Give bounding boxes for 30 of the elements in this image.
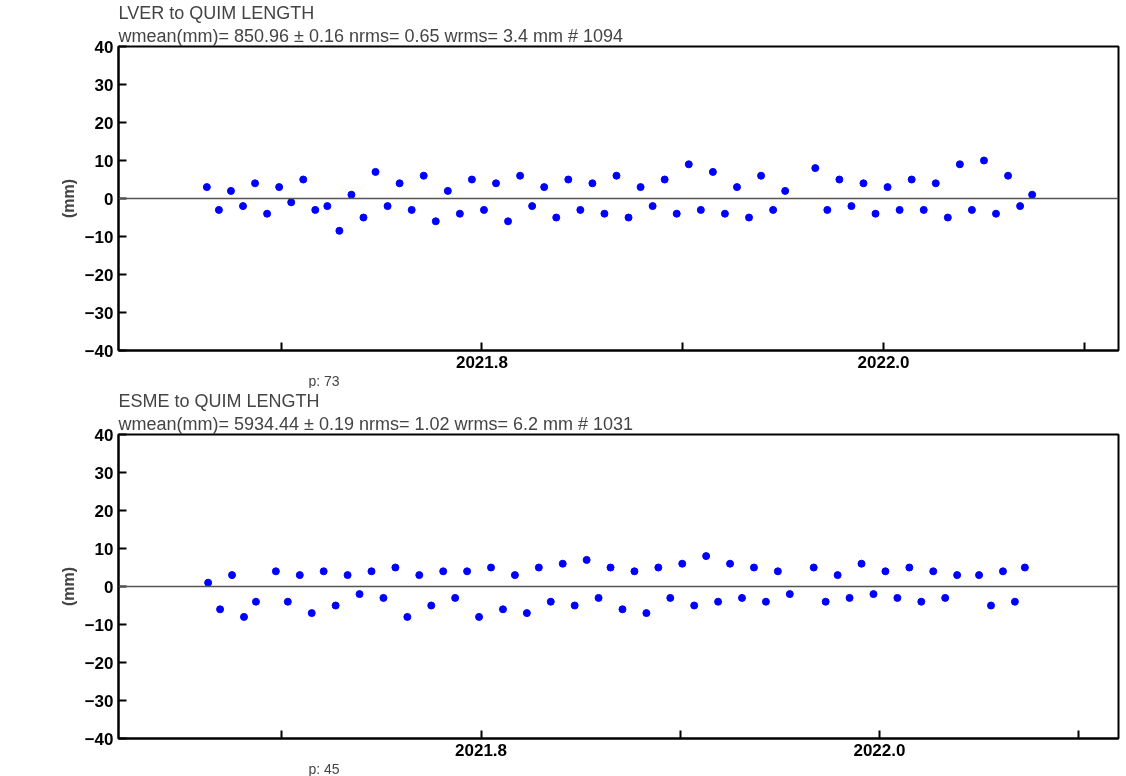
y-tick-label: −40 — [84, 729, 114, 749]
y-tick-label: −10 — [84, 615, 114, 635]
y-axis-title: (mm) — [59, 566, 77, 607]
y-tick-label: −30 — [84, 303, 114, 323]
y-axis-title: (mm) — [59, 178, 77, 219]
chart-subtitle: wmean(mm)= 850.96 ± 0.16 nrms= 0.65 wrms= 3.4 mm # 1094 — [117, 25, 624, 46]
y-tick-label: −40 — [84, 341, 114, 361]
y-tick-label: 20 — [94, 501, 114, 521]
y-tick-label: −20 — [84, 653, 114, 673]
text: p: 73 — [308, 372, 340, 389]
x-tick-label: 2022.0 — [853, 740, 906, 760]
y-tick-label: 20 — [94, 113, 114, 133]
chart-title: LVER to QUIM LENGTH — [118, 2, 315, 23]
chart-title: ESME to QUIM LENGTH — [118, 390, 320, 411]
x-tick-label: 2021.8 — [455, 740, 508, 760]
chart-subtitle: wmean(mm)= 5934.44 ± 0.19 nrms= 1.02 wrms= 6.2 mm # 1031 — [117, 413, 634, 434]
y-tick-label: 40 — [94, 425, 114, 445]
y-tick-label: 40 — [94, 37, 114, 57]
y-tick-label: −30 — [84, 691, 114, 711]
x-tick-label: 2021.8 — [455, 352, 508, 372]
x-tick-label: 2022.0 — [857, 352, 910, 372]
y-tick-label: 30 — [94, 463, 114, 483]
y-tick-label: 0 — [104, 577, 114, 597]
y-tick-label: 10 — [94, 539, 114, 559]
y-tick-label: −10 — [84, 227, 114, 247]
y-tick-label: 10 — [94, 151, 114, 171]
text: p: 45 — [308, 760, 340, 776]
y-tick-label: 30 — [94, 75, 114, 95]
y-tick-label: 0 — [104, 189, 114, 209]
y-tick-label: −20 — [84, 265, 114, 285]
